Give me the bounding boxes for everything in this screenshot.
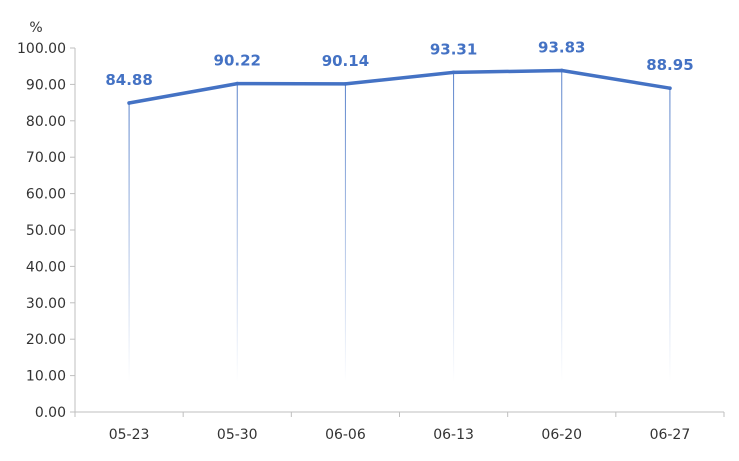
y-tick-label: 70.00 [26,150,66,166]
y-tick-label: 20.00 [26,332,66,348]
data-point [343,82,348,86]
data-point [559,68,564,73]
data-label: 93.83 [538,38,585,56]
data-labels: 84.88 90.22 90.14 93.31 93.83 88.95 [105,38,693,89]
data-point [235,81,240,86]
y-tick-label: 0.00 [35,405,66,421]
drop-line [236,83,238,383]
data-label: 93.31 [430,40,477,58]
data-point [451,70,456,75]
y-tick-label: 100.00 [17,41,66,57]
drop-line [344,83,346,382]
x-tick-label: 06-06 [325,427,366,443]
data-label: 90.14 [322,52,369,70]
axes: 0.00 10.00 20.00 30.00 40.00 50.00 60.00 70.00 8… [17,41,725,443]
drop-line [128,103,130,382]
y-tick-label: 80.00 [26,114,66,130]
series-line [127,68,672,105]
y-tick-label: 60.00 [26,187,66,203]
y-tick-label: 10.00 [26,369,66,385]
y-tick-label: 30.00 [26,296,66,312]
data-label: 84.88 [105,71,152,89]
data-label: 88.95 [646,56,693,74]
drop-lines [128,70,671,383]
drop-line [669,88,671,383]
x-tick-label: 06-27 [650,427,691,443]
data-point [127,101,131,105]
y-tick-label: 50.00 [26,223,66,239]
data-point [668,86,672,91]
x-tick-label: 05-23 [109,427,150,443]
drop-line [453,72,455,383]
data-label: 90.22 [214,52,261,70]
y-axis-unit-label: % [29,20,42,36]
series-line-path [127,68,672,105]
drop-line [561,70,563,382]
x-tick-label: 05-30 [217,427,258,443]
y-tick-label: 90.00 [26,77,66,93]
y-tick-label: 40.00 [26,259,66,275]
x-tick-label: 06-13 [433,427,474,443]
x-tick-label: 06-20 [541,427,582,443]
